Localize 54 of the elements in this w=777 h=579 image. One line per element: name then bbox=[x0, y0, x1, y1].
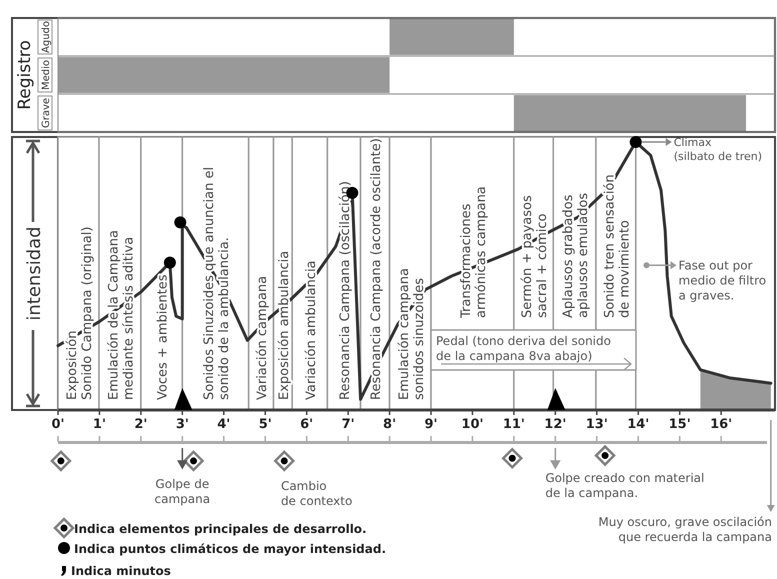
text: Muy oscuro, grave oscilación que recuerda la campana bbox=[598, 515, 772, 544]
x-tick-label: 8' bbox=[383, 417, 396, 432]
x-tick-label: 5' bbox=[258, 417, 272, 432]
y-tick-label: Medio bbox=[41, 60, 52, 90]
annotation: Climax (silbato de tren) bbox=[674, 136, 762, 163]
band-label: Resonancia Campana (oscilación) bbox=[338, 181, 353, 400]
x-tick-label: 12' bbox=[544, 417, 566, 432]
x-tick-label: 7' bbox=[342, 417, 355, 432]
text: Golpe de campana bbox=[154, 477, 210, 506]
legend-label: Indica puntos climáticos de mayor intensidad. bbox=[74, 542, 386, 556]
point bbox=[274, 450, 295, 472]
point bbox=[164, 256, 176, 269]
band-label: Exposición Sonido Campana (original) bbox=[65, 226, 96, 400]
band-label: Resonancia Campana (acorde oscilante) bbox=[369, 138, 384, 400]
band-label: Emulación de la Campana mediante síntesis aditiva bbox=[106, 230, 136, 400]
y-tick-label: Grave bbox=[41, 98, 52, 128]
point bbox=[630, 136, 642, 148]
band-label: Transformaciones armónicas campana bbox=[458, 186, 489, 319]
x-tick-label: 2' bbox=[134, 417, 148, 432]
x-tick-label: 9' bbox=[424, 417, 438, 432]
band-label: Voces + ambientes bbox=[156, 274, 171, 400]
x-tick-label: 10' bbox=[461, 417, 484, 432]
point bbox=[174, 216, 186, 228]
x-tick-label: 1' bbox=[92, 417, 106, 432]
text: Golpe creado con material de la campana. bbox=[545, 471, 704, 500]
y-tick-label: Agudo bbox=[41, 21, 52, 53]
band-label: Variación ambulancia bbox=[304, 260, 319, 400]
x-tick-label: 14' bbox=[627, 417, 650, 432]
x-tick-label: 15' bbox=[668, 417, 691, 432]
x-tick-label: 4' bbox=[217, 417, 230, 432]
x-tick-label: 6' bbox=[300, 417, 314, 432]
x-tick-label: 16' bbox=[710, 417, 732, 432]
text: Cambio de contexto bbox=[280, 479, 352, 508]
x-tick-label: 0' bbox=[51, 417, 65, 432]
band-label: Aplausos grabados aplausos emulados bbox=[561, 192, 592, 318]
legend-label: Indica elementos principales de desarrollo. bbox=[74, 522, 367, 536]
annotation: Fase out por medio de filtro a graves. bbox=[678, 258, 766, 302]
x-tick-label: 11' bbox=[502, 417, 525, 432]
point bbox=[50, 450, 72, 472]
x-tick-label: 3' bbox=[176, 417, 189, 432]
band-label: Exposición ambulancia bbox=[276, 250, 292, 400]
text: Indica minutos bbox=[71, 564, 171, 578]
point bbox=[594, 445, 616, 466]
x-tick-label: 13' bbox=[586, 417, 608, 432]
y-axis-title: intensidad bbox=[24, 226, 45, 321]
annotation: Pedal (tono deriva del sonido de la campana 8va abajo) bbox=[436, 334, 611, 363]
band-label: Sermón + payasos sacral + cómico bbox=[520, 195, 550, 318]
band-label: Emulación campana sonidos sinuzoides bbox=[396, 268, 427, 400]
y-axis-title: Registro bbox=[15, 40, 35, 110]
band-label: Sonido tren sensación de movimiento bbox=[602, 174, 632, 318]
band-label: Sonidos Sinuzoides que anuncian el sonido de la ambulancia. bbox=[202, 166, 232, 400]
band-label: Variación campana bbox=[255, 276, 270, 400]
point bbox=[502, 448, 522, 468]
point bbox=[183, 450, 204, 472]
